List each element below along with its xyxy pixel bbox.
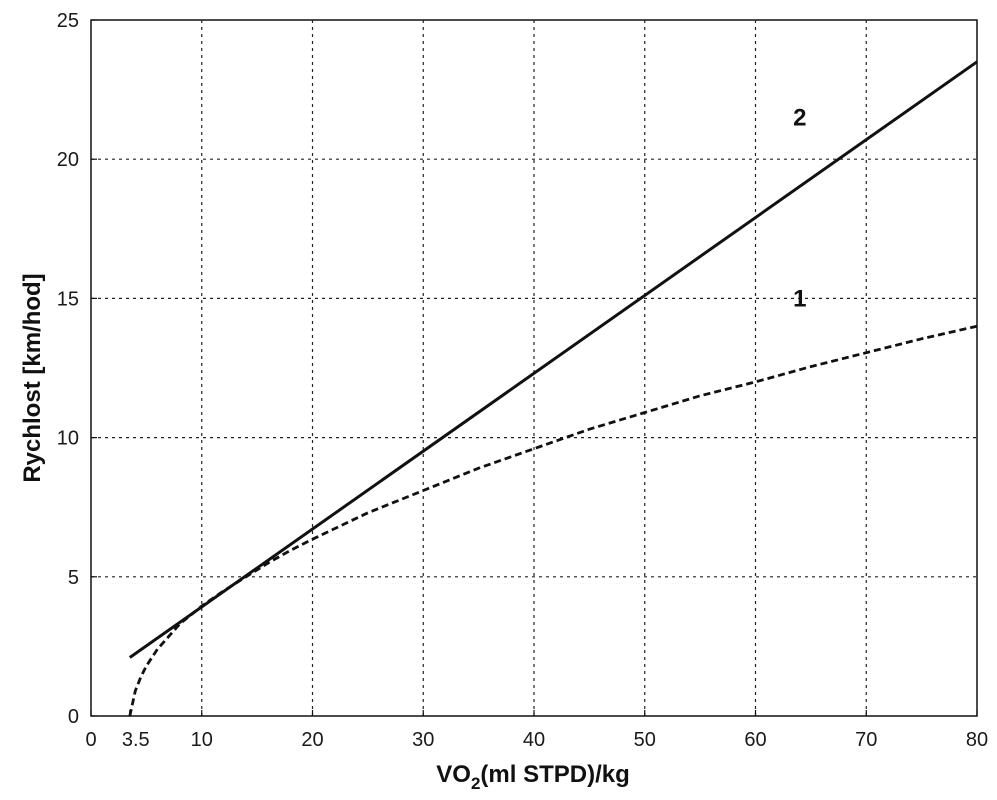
x-axis-title-rest: (ml STPD)/kg	[480, 761, 629, 788]
x-tick-label: 60	[744, 729, 766, 751]
x-tick-label: 0	[85, 729, 96, 751]
series-label-2: 2	[793, 104, 806, 131]
x-tick-label: 10	[191, 729, 213, 751]
y-tick-label: 10	[57, 428, 79, 450]
grid-lines	[91, 20, 977, 716]
x-tick-label: 20	[301, 729, 323, 751]
x-axis: 0 10 20 30 40 50 60 70 80 3.5	[85, 710, 988, 751]
y-tick-label: 15	[57, 288, 79, 310]
y-tick-label: 20	[57, 149, 79, 171]
x-axis-title-subscript: 2	[471, 774, 480, 793]
y-tick-label: 25	[57, 10, 79, 32]
series-label-1: 1	[793, 285, 806, 312]
x-tick-label: 40	[523, 729, 545, 751]
series-lines	[128, 60, 978, 717]
x-axis-title: VO2(ml STPD)/kg	[436, 761, 630, 793]
x-tick-label: 30	[412, 729, 434, 751]
x-tick-label: 80	[966, 729, 988, 751]
series-labels: 12	[793, 104, 806, 312]
y-axis: 0 5 10 15 20 25	[57, 10, 97, 728]
x-axis-title-main: VO	[436, 761, 471, 788]
series-line-2	[128, 60, 978, 659]
y-tick-label: 5	[68, 567, 79, 589]
series-line-1	[128, 324, 978, 717]
x-tick-label: 70	[855, 729, 877, 751]
x-tick-label-extra: 3.5	[122, 729, 150, 751]
x-tick-label: 50	[634, 729, 656, 751]
y-axis-title: Rychlost [km/hod]	[19, 273, 46, 482]
plot-frame	[90, 19, 978, 717]
y-tick-label: 0	[68, 706, 79, 728]
